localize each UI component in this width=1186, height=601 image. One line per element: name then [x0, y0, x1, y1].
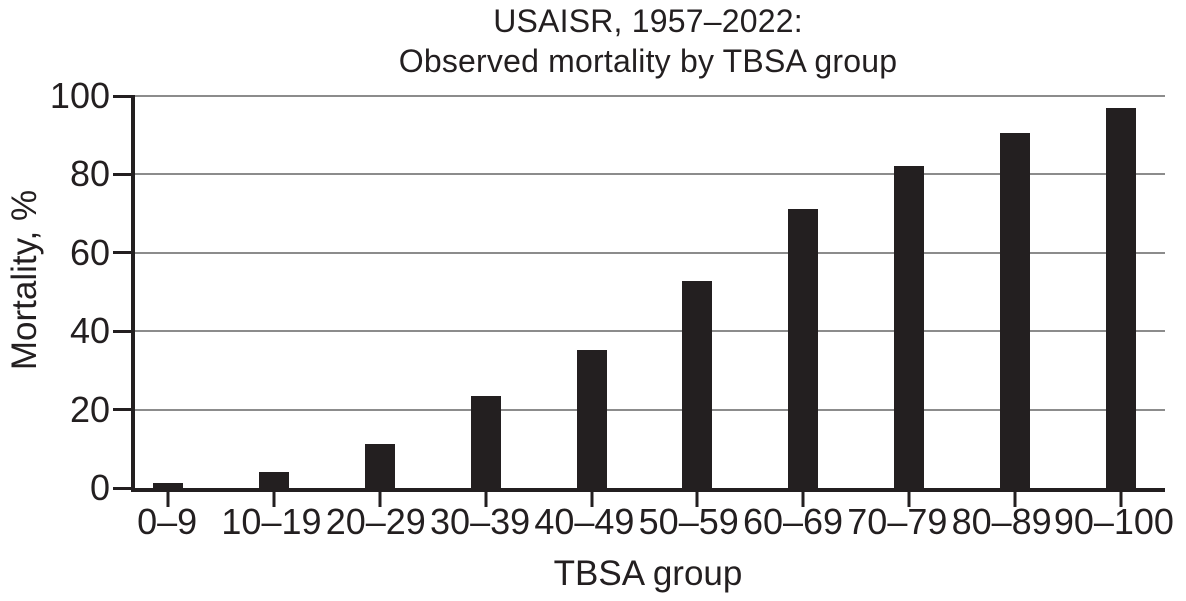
y-axis-tick	[113, 94, 135, 98]
x-axis-tick-label: 40–49	[534, 501, 635, 542]
bar-40–49	[576, 350, 607, 488]
y-axis-tick	[113, 408, 135, 412]
y-axis-tick-label: 60	[69, 231, 110, 273]
bar-30–39	[470, 396, 501, 488]
x-axis-tick-labels: 0–9 10–19 20–29 30–39 40–49 50–59 60–69 70–79 80…	[115, 502, 1174, 542]
x-axis-tick	[378, 492, 382, 507]
bar-slot	[645, 96, 751, 488]
x-axis-tick-label: 60–69	[742, 501, 844, 542]
x-axis-tick	[272, 492, 276, 507]
plot-area	[113, 94, 1165, 507]
x-axis-tick	[590, 492, 594, 507]
y-axis-tick	[113, 172, 135, 176]
y-axis-tick	[113, 251, 135, 255]
y-axis-tick-labels: 0 20 40 60 80 100	[0, 76, 110, 508]
bar-slot	[750, 96, 856, 488]
bar-slot	[115, 96, 221, 488]
chart-title-line1: USAISR, 1957–2022:	[493, 3, 803, 39]
y-axis-tick	[113, 486, 135, 490]
x-axis-tick	[1013, 492, 1017, 507]
y-axis-tick-label: 80	[69, 153, 110, 195]
bar-slot	[1068, 96, 1174, 488]
bar-0–9	[152, 482, 183, 488]
x-axis-tick-label: 10–19	[221, 501, 322, 542]
x-axis-tick-label: 80–89	[951, 501, 1052, 542]
y-axis-tick	[113, 329, 135, 333]
y-axis-tick-label: 0	[89, 467, 110, 508]
bar-slot	[433, 96, 539, 488]
x-axis-tick	[801, 492, 805, 507]
bar-slot	[539, 96, 645, 488]
gridline	[135, 95, 1165, 97]
x-axis-tick-label: 90–100	[1053, 501, 1174, 542]
x-axis-tick	[166, 492, 170, 507]
y-axis-tick-label: 40	[69, 310, 110, 352]
bar-80–89	[1000, 132, 1031, 488]
bar-50–59	[682, 281, 713, 488]
x-axis-tick-label: 0–9	[137, 501, 198, 542]
x-axis-tick	[695, 492, 699, 507]
gridline	[135, 408, 1165, 411]
bar-60–69	[788, 208, 819, 488]
x-axis-tick	[1119, 492, 1123, 507]
y-axis-tick-label: 100	[49, 75, 110, 116]
bar-slot	[221, 96, 327, 488]
bar-series	[115, 96, 1174, 488]
chart-title: USAISR, 1957–2022: Observed mortality by…	[131, 1, 1165, 81]
bar-10–19	[258, 472, 289, 488]
x-axis-title: TBSA group	[553, 554, 743, 593]
bar-90–100	[1106, 107, 1137, 488]
gridline	[135, 330, 1165, 333]
x-axis-tick	[907, 492, 911, 507]
x-axis-tick-label: 30–39	[430, 501, 531, 542]
bar-slot	[856, 96, 962, 488]
bar-slot	[327, 96, 433, 488]
bar-20–29	[364, 443, 395, 488]
x-axis-tick-label: 70–79	[847, 501, 948, 542]
gridline	[135, 173, 1165, 176]
chart-title-line2: Observed mortality by TBSA group	[398, 43, 898, 79]
x-axis-ticks	[115, 492, 1174, 508]
x-axis-tick	[484, 492, 488, 507]
y-axis-tick-label: 20	[69, 388, 110, 430]
bar-70–79	[894, 165, 925, 488]
x-axis-tick-label: 50–59	[638, 501, 739, 542]
gridline	[135, 251, 1165, 254]
x-axis-tick-label: 20–29	[325, 501, 426, 542]
bar-slot	[962, 96, 1068, 488]
